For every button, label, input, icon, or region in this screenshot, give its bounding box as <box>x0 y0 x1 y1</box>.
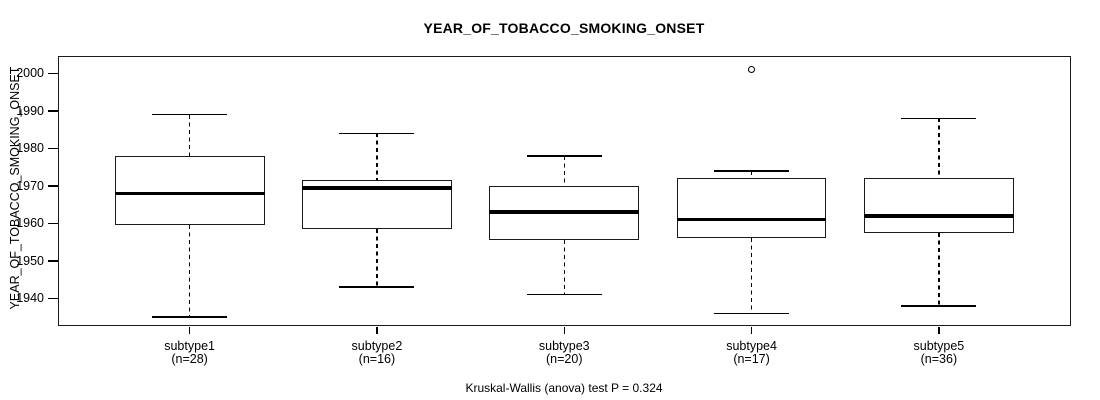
group-n-count: (n=36) <box>920 352 958 366</box>
whisker-line-lower <box>188 225 191 318</box>
x-axis-tick <box>750 326 753 334</box>
group-name: subtype2 <box>351 339 403 353</box>
y-tick-label: 1980 <box>16 141 44 156</box>
y-tick-label: 1990 <box>16 103 44 118</box>
whisker-line-lower <box>938 232 940 306</box>
x-axis-tick <box>938 326 940 334</box>
whisker-cap-lower <box>901 305 977 307</box>
y-tick-label: 1950 <box>16 253 44 268</box>
median-line <box>489 210 640 214</box>
y-axis-tick <box>48 185 58 187</box>
whisker-cap-upper <box>714 170 790 172</box>
y-axis-tick <box>48 147 58 150</box>
y-axis-tick <box>48 297 58 300</box>
group-name: subtype3 <box>538 339 590 353</box>
y-tick-label: 1940 <box>16 291 44 306</box>
whisker-cap-lower <box>526 293 602 296</box>
group-n-count: (n=20) <box>546 352 583 366</box>
x-group-label: subtype3 (n=20) <box>489 340 639 366</box>
whisker-line-upper <box>376 133 378 181</box>
y-axis-tick <box>48 222 58 225</box>
x-group-label: subtype1 (n=28) <box>115 340 265 366</box>
whisker-line-upper <box>563 155 565 186</box>
group-name: subtype5 <box>913 339 965 353</box>
whisker-cap-lower <box>339 286 415 288</box>
x-axis-tick <box>188 326 191 334</box>
whisker-cap-lower <box>714 312 790 315</box>
whisker-cap-upper <box>901 117 977 120</box>
whisker-line-upper <box>188 114 191 156</box>
whisker-cap-upper <box>526 155 602 157</box>
y-axis-tick <box>48 260 58 262</box>
x-group-label: subtype4 (n=17) <box>677 340 827 366</box>
boxplot-box <box>676 178 827 239</box>
whisker-line-upper <box>938 118 940 179</box>
group-name: subtype1 <box>164 339 215 353</box>
whisker-cap-lower <box>152 316 228 318</box>
group-name: subtype4 <box>726 339 777 353</box>
whisker-cap-upper <box>339 132 415 135</box>
group-n-count: (n=28) <box>171 352 208 366</box>
y-tick-label: 1960 <box>16 216 44 231</box>
boxplot-box <box>114 155 265 226</box>
whisker-line-upper <box>750 170 753 179</box>
median-line <box>302 186 452 190</box>
median-line <box>676 217 827 222</box>
group-n-count: (n=16) <box>358 352 396 366</box>
y-axis-tick <box>48 72 58 75</box>
whisker-line-lower <box>376 229 378 288</box>
outlier-point <box>748 66 756 74</box>
x-group-label: subtype2 (n=16) <box>302 340 452 366</box>
boxplot-box <box>863 178 1014 233</box>
group-n-count: (n=17) <box>733 352 770 366</box>
chart-title: YEAR_OF_TOBACCO_SMOKING_ONSET <box>423 20 705 36</box>
whisker-line-lower <box>563 240 565 295</box>
y-tick-label: 1970 <box>16 178 44 193</box>
median-line <box>863 214 1014 218</box>
whisker-line-lower <box>750 238 753 314</box>
y-tick-label: 2000 <box>16 66 44 81</box>
x-axis-tick <box>563 326 565 334</box>
stat-test-caption: Kruskal-Wallis (anova) test P = 0.324 <box>465 381 663 395</box>
x-group-label: subtype5 (n=36) <box>864 340 1014 366</box>
x-axis-tick <box>376 326 378 334</box>
median-line <box>114 191 265 196</box>
y-axis-tick <box>48 110 58 112</box>
whisker-cap-upper <box>152 113 228 116</box>
